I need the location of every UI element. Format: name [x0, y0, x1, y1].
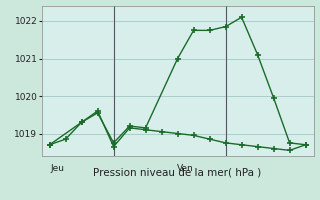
Text: Jeu: Jeu [51, 164, 65, 173]
X-axis label: Pression niveau de la mer( hPa ): Pression niveau de la mer( hPa ) [93, 167, 262, 177]
Text: Ven: Ven [177, 164, 194, 173]
